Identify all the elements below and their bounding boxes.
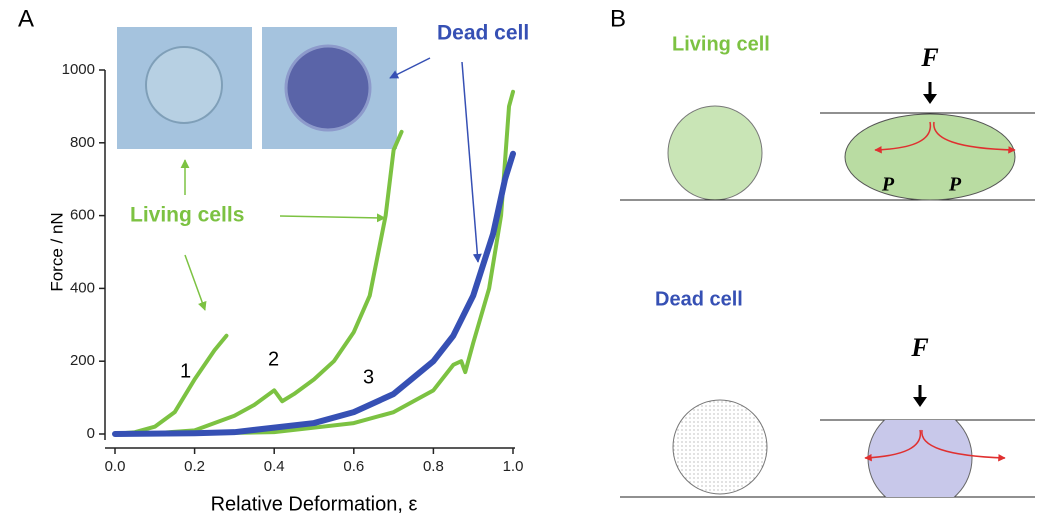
panel-label: A [18,5,34,32]
pressure-arrow [864,429,922,462]
series-line [113,333,229,436]
force-label: F [910,333,928,362]
x-tick-label: 0.6 [343,458,364,475]
y-tick-label: 1000 [62,61,95,78]
y-tick-label: 400 [70,279,95,296]
compressed-cell [844,113,1016,201]
x-axis-title: Relative Deformation, ε [211,493,418,515]
panel-b: B Living cell Dead cell F P P F [610,5,1035,498]
y-tick-label: 600 [70,207,95,224]
cell-photos [117,27,397,149]
x-tick-label: 0.2 [184,458,205,475]
force-arrow [923,94,937,104]
cell-title: Dead cell [655,288,743,310]
force-arrow [913,397,927,407]
panel-label: B [610,5,626,32]
y-axis-title: Force / nN [47,212,66,291]
curve-label: 1 [180,360,191,382]
compressed-cell [867,420,973,497]
curve-label: 2 [268,348,279,370]
curve-label: 3 [363,366,374,388]
x-tick-label: 0.0 [105,458,126,475]
x-tick-label: 1.0 [503,458,524,475]
pressure-label: P [881,174,895,196]
series-line [112,150,516,437]
series-line [113,89,515,436]
y-tick-label: 200 [70,352,95,369]
annotation: Dead cell [437,22,529,45]
annotation: Living cells [130,204,244,227]
pressure-arrow [921,429,1006,462]
arrows [180,57,482,311]
pressure-arrow [933,121,1016,154]
pressure-label: P [948,174,962,196]
cell [672,399,768,495]
cell-title: Living cell [672,33,770,55]
y-tick-label: 0 [87,425,95,442]
x-tick-label: 0.4 [264,458,285,475]
x-tick-label: 0.8 [423,458,444,475]
force-label: F [920,43,938,72]
y-tick-label: 800 [70,134,95,151]
pressure-arrow [874,121,932,154]
series-line [113,129,404,436]
cell [667,105,763,201]
